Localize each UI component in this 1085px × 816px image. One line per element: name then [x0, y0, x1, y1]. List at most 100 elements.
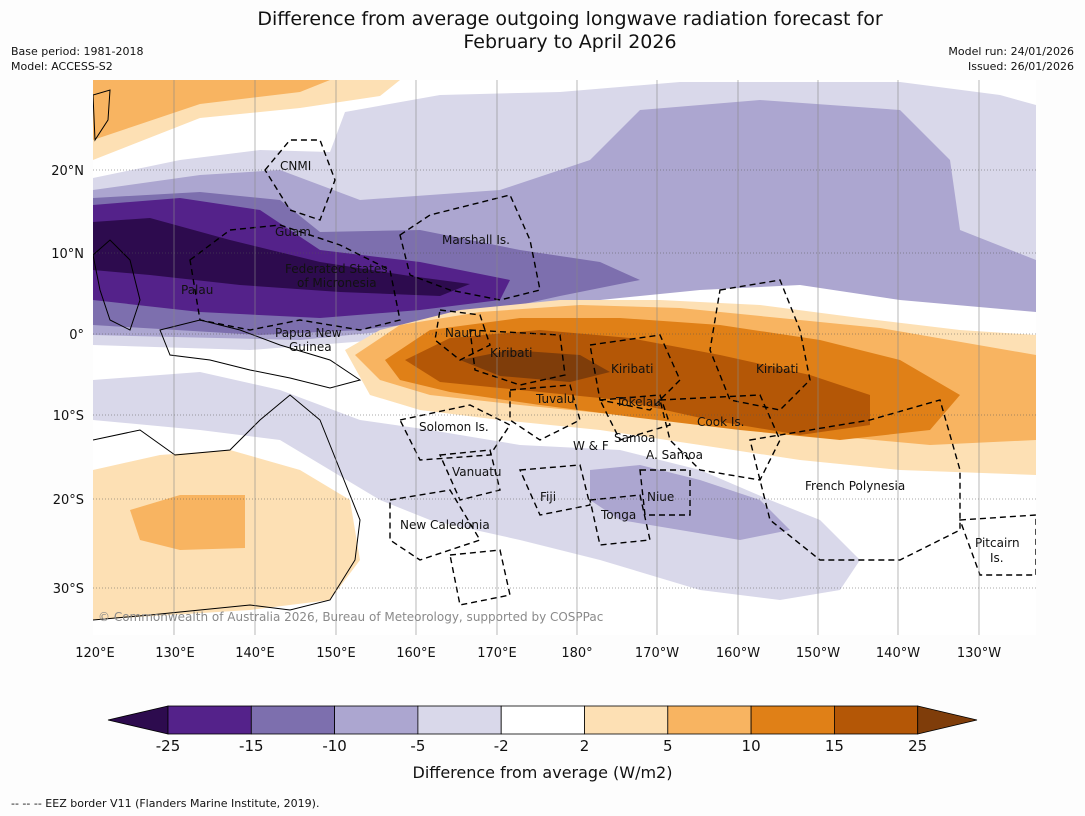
- colorbar-segment: [750, 705, 835, 735]
- copyright: © Commonwealth of Australia 2026, Bureau…: [98, 610, 603, 624]
- base-period: Base period: 1981-2018: [11, 45, 144, 58]
- colorbar-segment: [584, 705, 669, 735]
- label-wf: W & F: [573, 439, 609, 453]
- lat-label-0: 0°: [69, 328, 84, 343]
- colorbar-tick-label: -10: [322, 737, 347, 755]
- issued-date: Issued: 26/01/2026: [967, 60, 1074, 73]
- eez-cnmi: [264, 139, 336, 221]
- lat-axis: 20°N 10°N 0° 10°S 20°S 30°S: [51, 164, 84, 597]
- colorbar-tick-label: -25: [156, 737, 181, 755]
- meta-right: Model run: 24/01/2026 Issued: 26/01/2026: [948, 44, 1074, 74]
- label-guam: Guam: [275, 225, 311, 239]
- eez-vanuatu: [438, 449, 501, 501]
- lon-label-140e: 140°E: [235, 646, 275, 661]
- colorbar-arrow-right: [917, 705, 978, 735]
- lon-label-130w: 130°W: [957, 646, 1001, 661]
- map-field: CNMI Guam Marshall Is. Federated States …: [93, 80, 1036, 635]
- lon-axis: 120°E 130°E 140°E 150°E 160°E 170°E 180°…: [75, 646, 1001, 661]
- label-tokelau: Tokelau: [615, 395, 661, 409]
- north-negative-strongest: [93, 218, 470, 296]
- lon-label-160w: 160°W: [716, 646, 760, 661]
- lat-label-30s: 30°S: [53, 582, 84, 597]
- label-palau: Palau: [181, 283, 213, 297]
- label-marshall: Marshall Is.: [442, 233, 510, 247]
- lat-label-20n: 20°N: [51, 164, 84, 179]
- eez-tonga: [589, 494, 651, 546]
- colorbar-tick-label: -5: [410, 737, 425, 755]
- eez-niue: [639, 469, 691, 516]
- label-am-samoa: A. Samoa: [646, 448, 703, 462]
- lon-label-150w: 150°W: [796, 646, 840, 661]
- eez-kiribati-c: [589, 334, 681, 411]
- title-line-1: Difference from average outgoing longwav…: [257, 8, 883, 30]
- eez-nauru: [434, 309, 491, 361]
- australia-positive-mid: [130, 495, 245, 550]
- colorbar-arrow-left: [107, 705, 169, 735]
- place-labels: CNMI Guam Marshall Is. Federated States …: [181, 159, 1020, 565]
- meta-left: Base period: 1981-2018 Model: ACCESS-S2: [11, 44, 143, 74]
- eez-kiribati-w: [469, 329, 566, 386]
- colorbar-segment: [500, 705, 585, 735]
- label-samoa: Samoa: [614, 431, 655, 445]
- label-fsm-2: of Micronesia: [297, 276, 377, 290]
- colorbar-segment: [334, 705, 419, 735]
- colorbar-tick-label: 25: [908, 737, 927, 755]
- colorbar-tick-label: 5: [663, 737, 673, 755]
- label-new-caledonia: New Caledonia: [400, 518, 490, 532]
- lon-label-130e: 130°E: [155, 646, 195, 661]
- label-french-polynesia: French Polynesia: [805, 479, 905, 493]
- label-pitcairn-1: Pitcairn: [975, 536, 1020, 550]
- label-png-2: Guinea: [289, 340, 332, 354]
- label-niue: Niue: [647, 490, 674, 504]
- lat-label-10n: 10°N: [51, 247, 84, 262]
- eez-norfolk: [449, 549, 511, 606]
- colorbar-segment: [250, 705, 336, 735]
- lat-label-20s: 20°S: [53, 493, 84, 508]
- label-nauru: Nauru: [445, 326, 481, 340]
- eez-cook: [659, 394, 781, 481]
- lat-label-10s: 10°S: [53, 409, 84, 424]
- lon-label-140w: 140°W: [876, 646, 920, 661]
- eez-marshall: [399, 194, 541, 301]
- label-kiribati-e: Kiribati: [756, 362, 798, 376]
- label-fsm-1: Federated States: [285, 262, 387, 276]
- eez-kiribati-e: [709, 279, 811, 411]
- eez-pitcairn: [959, 514, 1036, 576]
- nw-positive-mid: [93, 80, 330, 140]
- south-negative-light: [93, 372, 860, 600]
- label-cnmi: CNMI: [280, 159, 311, 173]
- label-tonga: Tonga: [600, 508, 636, 522]
- eez-new-caledonia: [389, 489, 482, 561]
- label-pitcairn-2: Is.: [990, 551, 1004, 565]
- lat-gridlines: [93, 169, 1036, 589]
- colorbar-tick-label: 2: [580, 737, 590, 755]
- colorbar-segment: [667, 705, 752, 735]
- label-png-1: Papua New: [275, 326, 342, 340]
- lon-label-170w: 170°W: [635, 646, 679, 661]
- label-kiribati-w: Kiribati: [490, 346, 532, 360]
- eez-borders: [189, 139, 1036, 606]
- label-kiribati-c: Kiribati: [611, 362, 653, 376]
- colorbar-segment: [417, 705, 502, 735]
- colorbar-tick-label: 10: [742, 737, 761, 755]
- eez-footnote: -- -- -- EEZ border V11 (Flanders Marine…: [11, 797, 320, 810]
- label-fiji: Fiji: [540, 490, 556, 504]
- label-vanuatu: Vanuatu: [452, 465, 502, 479]
- eez-french-polynesia: [749, 399, 961, 561]
- label-cook: Cook Is.: [697, 415, 744, 429]
- label-tuvalu: Tuvalu: [535, 392, 575, 406]
- taiwan-coastline: [93, 89, 111, 142]
- lon-label-180: 180°: [561, 646, 592, 661]
- colorbar-segments: [107, 705, 978, 735]
- chart-title: Difference from average outgoing longwav…: [0, 8, 1085, 54]
- colorbar-tick-label: -2: [494, 737, 509, 755]
- model-run: Model run: 24/01/2026: [948, 45, 1074, 58]
- colorbar: -25 -15 -10 -5 -2 2 5 10 15 25: [107, 705, 978, 755]
- australia-coastline: [93, 394, 361, 621]
- eez-fiji: [518, 464, 591, 516]
- eez-fsm: [189, 224, 401, 331]
- eez-solomon: [398, 404, 512, 461]
- colorbar-ticks: -25 -15 -10 -5 -2 2 5 10 15 25: [156, 737, 927, 755]
- eez-tokelau: [598, 394, 671, 441]
- lon-label-170e: 170°E: [477, 646, 517, 661]
